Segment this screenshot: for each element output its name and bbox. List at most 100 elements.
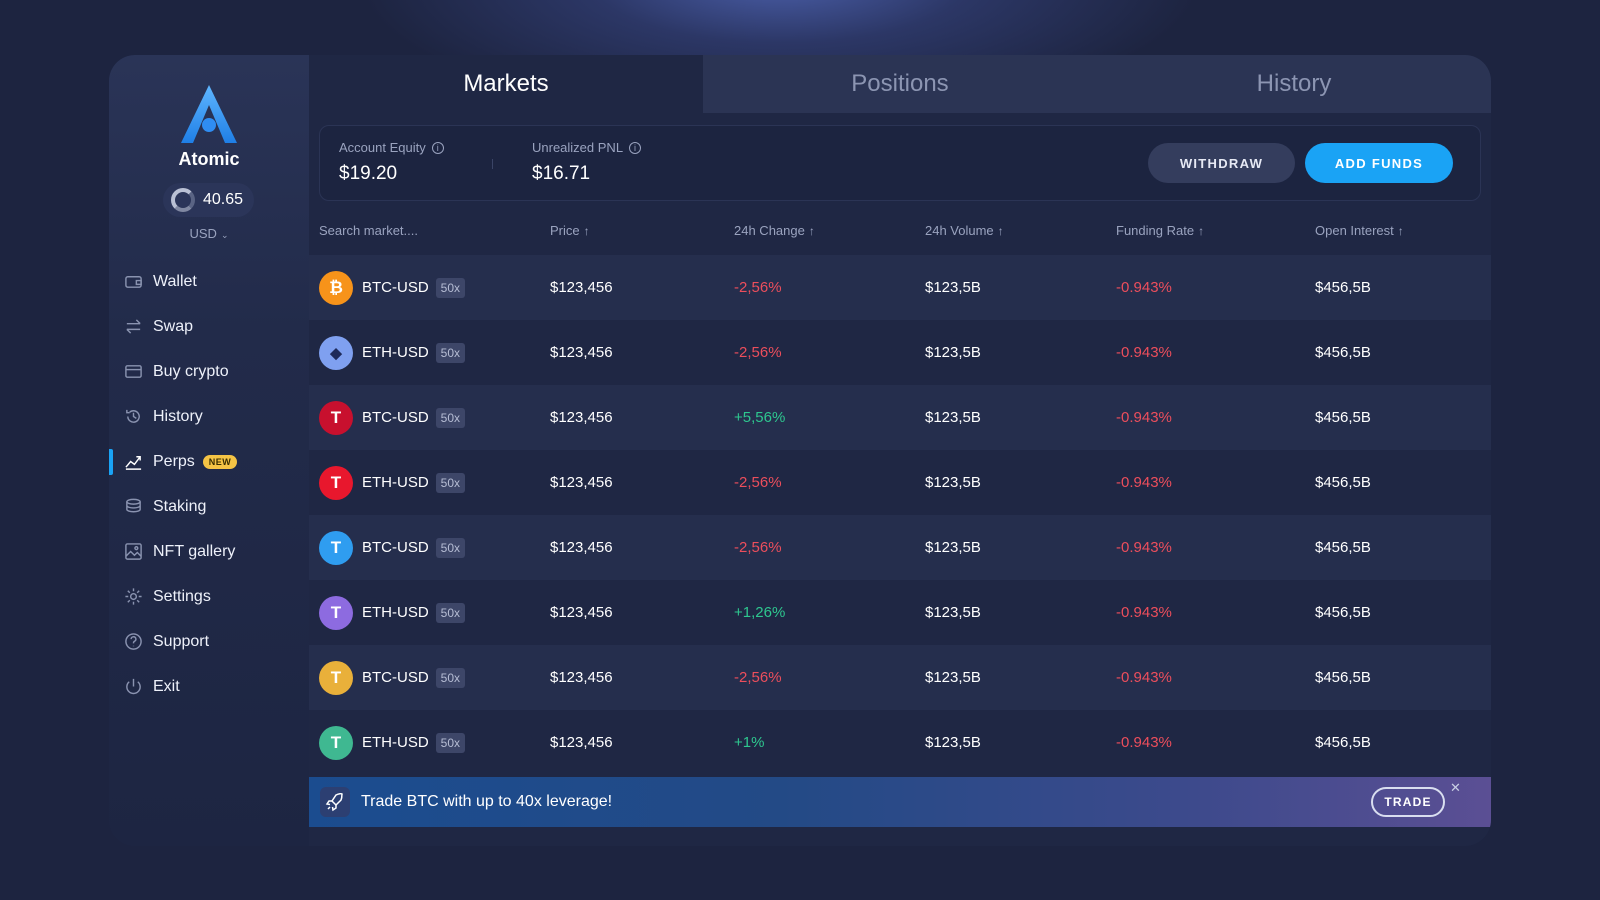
wallet-icon [123, 272, 143, 292]
tron-coin-icon: T [319, 400, 353, 435]
sidebar-nav: Wallet Swap Buy crypto History Perps NEW [109, 259, 309, 709]
sidebar-item-label: Perps [153, 452, 195, 470]
sidebar-item-history[interactable]: History [109, 394, 309, 439]
change-cell: -2,56% [734, 474, 782, 491]
search-input[interactable]: Search market.... [319, 223, 418, 238]
atomic-logo [181, 85, 237, 143]
change-cell: +1% [734, 734, 765, 751]
funding-rate-cell: -0.943% [1116, 604, 1172, 621]
add-funds-button[interactable]: ADD FUNDS [1305, 143, 1453, 183]
info-icon[interactable]: i [629, 141, 642, 154]
sort-arrow-icon: ↑ [808, 223, 815, 238]
stack-icon [123, 497, 143, 517]
sidebar-item-buy-crypto[interactable]: Buy crypto [109, 349, 309, 394]
sidebar-item-perps[interactable]: Perps NEW [109, 439, 309, 484]
open-interest-cell: $456,5B [1315, 604, 1371, 621]
divider [492, 159, 493, 169]
sidebar-item-staking[interactable]: Staking [109, 484, 309, 529]
table-row[interactable]: T ETH-USD 50x $123,456 +1,26% $123,5B -0.943% $… [309, 580, 1491, 645]
column-open-interest[interactable]: Open Interest ↑ [1315, 223, 1404, 238]
sidebar-item-wallet[interactable]: Wallet [109, 259, 309, 304]
sidebar-item-label: Swap [153, 317, 194, 335]
funding-rate-cell: -0.943% [1116, 409, 1172, 426]
promo-banner: Trade BTC with up to 40x leverage! TRADE… [309, 777, 1491, 827]
leverage-badge: 50x [435, 407, 466, 428]
change-cell: +1,26% [734, 604, 786, 621]
table-row[interactable]: T BTC-USD 50x $123,456 +5,56% $123,5B -0.943% $… [309, 385, 1491, 450]
table-row[interactable]: ◆ ETH-USD 50x $123,456 -2,56% $123,5B -0.943% $… [309, 320, 1491, 385]
funding-rate-cell: -0.943% [1116, 279, 1172, 296]
sidebar-item-swap[interactable]: Swap [109, 304, 309, 349]
sidebar: Atomic 40.65 USD ⌄ Wallet Swap Buy crypto [109, 55, 309, 846]
table-row[interactable]: ₿ BTC-USD 50x $123,456 -2,56% $123,5B -0.943% $… [309, 255, 1491, 320]
sort-arrow-icon: ↑ [997, 223, 1004, 238]
leverage-badge: 50x [435, 537, 466, 558]
tab-positions[interactable]: Positions [703, 55, 1097, 113]
sidebar-item-support[interactable]: Support [109, 619, 309, 664]
market-cell: ◆ ETH-USD 50x [319, 320, 466, 385]
funding-rate-cell: -0.943% [1116, 474, 1172, 491]
btc-coin-icon: ₿ [319, 270, 353, 305]
sidebar-item-label: History [153, 407, 203, 425]
sidebar-item-label: Support [153, 632, 210, 650]
promo-text: Trade BTC with up to 40x leverage! [361, 793, 613, 810]
market-symbol: ETH-USD [362, 604, 429, 621]
column-label: 24h Volume [925, 223, 994, 238]
eth-coin-icon: ◆ [319, 335, 353, 370]
table-row[interactable]: T ETH-USD 50x $123,456 -2,56% $123,5B -0.943% $… [309, 450, 1491, 515]
unrealized-pnl: Unrealized PNL i $16.71 [532, 140, 642, 185]
gear-icon [123, 587, 143, 607]
image-icon [123, 542, 143, 562]
volume-cell: $123,5B [925, 474, 981, 491]
sidebar-item-settings[interactable]: Settings [109, 574, 309, 619]
history-icon [123, 407, 143, 427]
column-24h-volume[interactable]: 24h Volume ↑ [925, 223, 1004, 238]
market-symbol: BTC-USD [362, 409, 429, 426]
sort-arrow-icon: ↑ [583, 223, 590, 238]
tab-history[interactable]: History [1097, 55, 1491, 113]
sidebar-item-label: NFT gallery [153, 542, 236, 560]
sidebar-item-nft-gallery[interactable]: NFT gallery [109, 529, 309, 574]
market-cell: T BTC-USD 50x [319, 385, 466, 450]
sidebar-item-label: Settings [153, 587, 211, 605]
column-price[interactable]: Price ↑ [550, 223, 590, 238]
sidebar-item-exit[interactable]: Exit [109, 664, 309, 709]
chart-icon [123, 452, 143, 472]
close-icon[interactable]: ✕ [1450, 780, 1461, 795]
brand-name: Atomic [178, 149, 240, 169]
leverage-badge: 50x [435, 472, 466, 493]
balance-pill[interactable]: 40.65 [163, 183, 254, 217]
change-cell: -2,56% [734, 279, 782, 296]
sidebar-item-label: Staking [153, 497, 207, 515]
funding-rate-cell: -0.943% [1116, 344, 1172, 361]
volume-cell: $123,5B [925, 604, 981, 621]
market-symbol: BTC-USD [362, 539, 429, 556]
column-funding-rate[interactable]: Funding Rate ↑ [1116, 223, 1204, 238]
tron-coin-icon: T [319, 465, 353, 500]
funding-rate-cell: -0.943% [1116, 539, 1172, 556]
info-icon[interactable]: i [431, 141, 444, 154]
table-row[interactable]: T ETH-USD 50x $123,456 +1% $123,5B -0.943% $456… [309, 710, 1491, 775]
price-cell: $123,456 [550, 344, 613, 361]
tether-coin-icon: T [319, 530, 353, 565]
market-cell: T BTC-USD 50x [319, 645, 466, 710]
table-row[interactable]: T BTC-USD 50x $123,456 -2,56% $123,5B -0.943% $… [309, 515, 1491, 580]
column-24h-change[interactable]: 24h Change ↑ [734, 223, 815, 238]
markets-table: ₿ BTC-USD 50x $123,456 -2,56% $123,5B -0.943% $… [309, 255, 1491, 775]
table-header: Search market.... Price ↑ 24h Change ↑ 24h… [309, 215, 1491, 247]
change-cell: -2,56% [734, 539, 782, 556]
sidebar-item-label: Buy crypto [153, 362, 229, 380]
app-window: Atomic 40.65 USD ⌄ Wallet Swap Buy crypto [109, 55, 1491, 846]
open-interest-cell: $456,5B [1315, 279, 1371, 296]
trade-button[interactable]: TRADE [1371, 787, 1445, 817]
open-interest-cell: $456,5B [1315, 539, 1371, 556]
tether-coin-icon: T [319, 595, 353, 630]
column-label: Price [550, 223, 580, 238]
currency-selector[interactable]: USD ⌄ [109, 226, 309, 241]
withdraw-button[interactable]: WITHDRAW [1148, 143, 1295, 183]
tab-markets[interactable]: Markets [309, 55, 703, 113]
power-icon [123, 677, 143, 697]
account-equity-value: $19.20 [339, 163, 398, 184]
help-icon [123, 632, 143, 652]
table-row[interactable]: T BTC-USD 50x $123,456 -2,56% $123,5B -0.943% $… [309, 645, 1491, 710]
